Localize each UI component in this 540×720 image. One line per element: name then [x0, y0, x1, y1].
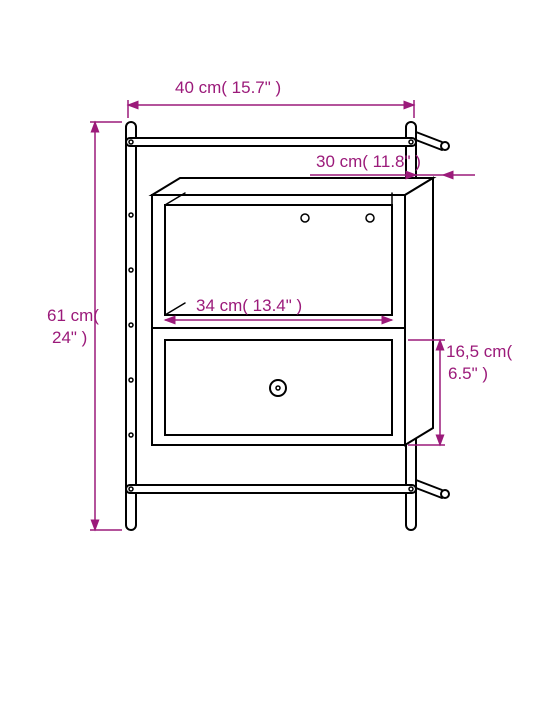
- bolt-hole: [129, 268, 133, 272]
- bolt-hole: [129, 433, 133, 437]
- cabinet-top: [152, 178, 433, 195]
- label-height-cm: 61 cm(: [47, 306, 99, 326]
- drawer-knob: [270, 380, 286, 396]
- top-bar-front: [126, 138, 416, 146]
- cabinet-side: [405, 178, 433, 445]
- label-width-top: 40 cm( 15.7" ): [175, 78, 281, 98]
- bolt-hole: [129, 323, 133, 327]
- bolt-hole: [129, 378, 133, 382]
- label-height-in: 24" ): [52, 328, 87, 348]
- label-drawer-in: 6.5" ): [448, 364, 488, 384]
- left-post: [126, 122, 136, 530]
- bottom-bar-back-end: [441, 490, 449, 498]
- product-outline: [126, 122, 449, 530]
- bottom-bar-front: [126, 485, 416, 493]
- bolt-hole: [129, 213, 133, 217]
- label-depth: 30 cm( 11.8" ): [316, 152, 421, 172]
- top-bar-back-end: [441, 142, 449, 150]
- label-inner-width: 34 cm( 13.4" ): [196, 296, 302, 316]
- label-drawer-cm: 16,5 cm(: [446, 342, 512, 362]
